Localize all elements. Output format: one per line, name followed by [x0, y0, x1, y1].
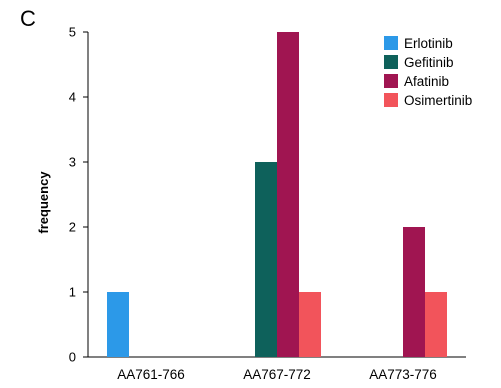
legend-label: Erlotinib [404, 36, 453, 51]
bar-afatinib-aa773-776 [403, 227, 425, 357]
bar-afatinib-aa767-772 [277, 32, 299, 357]
y-tick-label: 3 [69, 155, 76, 170]
legend-swatch [384, 55, 398, 69]
legend-label: Osimertinib [404, 93, 472, 108]
y-axis-title: frequency [36, 171, 51, 234]
bar-gefitinib-aa767-772 [255, 162, 277, 357]
bar-osimertinib-aa767-772 [299, 292, 321, 357]
legend-swatch [384, 36, 398, 50]
y-tick-label: 1 [69, 285, 76, 300]
x-tick-label: AA773-776 [369, 367, 437, 382]
y-tick-label: 5 [69, 25, 76, 40]
bar-erlotinib-aa761-766 [107, 292, 129, 357]
legend-label: Afatinib [404, 74, 449, 89]
legend-label: Gefitinib [404, 55, 454, 70]
y-tick-label: 2 [69, 220, 76, 235]
y-tick-label: 0 [69, 350, 76, 365]
x-tick-label: AA761-766 [117, 367, 185, 382]
legend-swatch [384, 93, 398, 107]
legend: Erlotinib Gefitinib Afatinib Osimertinib [384, 36, 472, 108]
x-tick-label: AA767-772 [243, 367, 311, 382]
x-axis: AA761-766 AA767-772 AA773-776 [88, 356, 466, 382]
legend-swatch [384, 74, 398, 88]
y-axis: 0 1 2 3 4 5 [69, 25, 89, 365]
y-tick-label: 4 [69, 90, 76, 105]
panel-label: C [20, 6, 36, 31]
bars [107, 32, 447, 357]
bar-osimertinib-aa773-776 [425, 292, 447, 357]
